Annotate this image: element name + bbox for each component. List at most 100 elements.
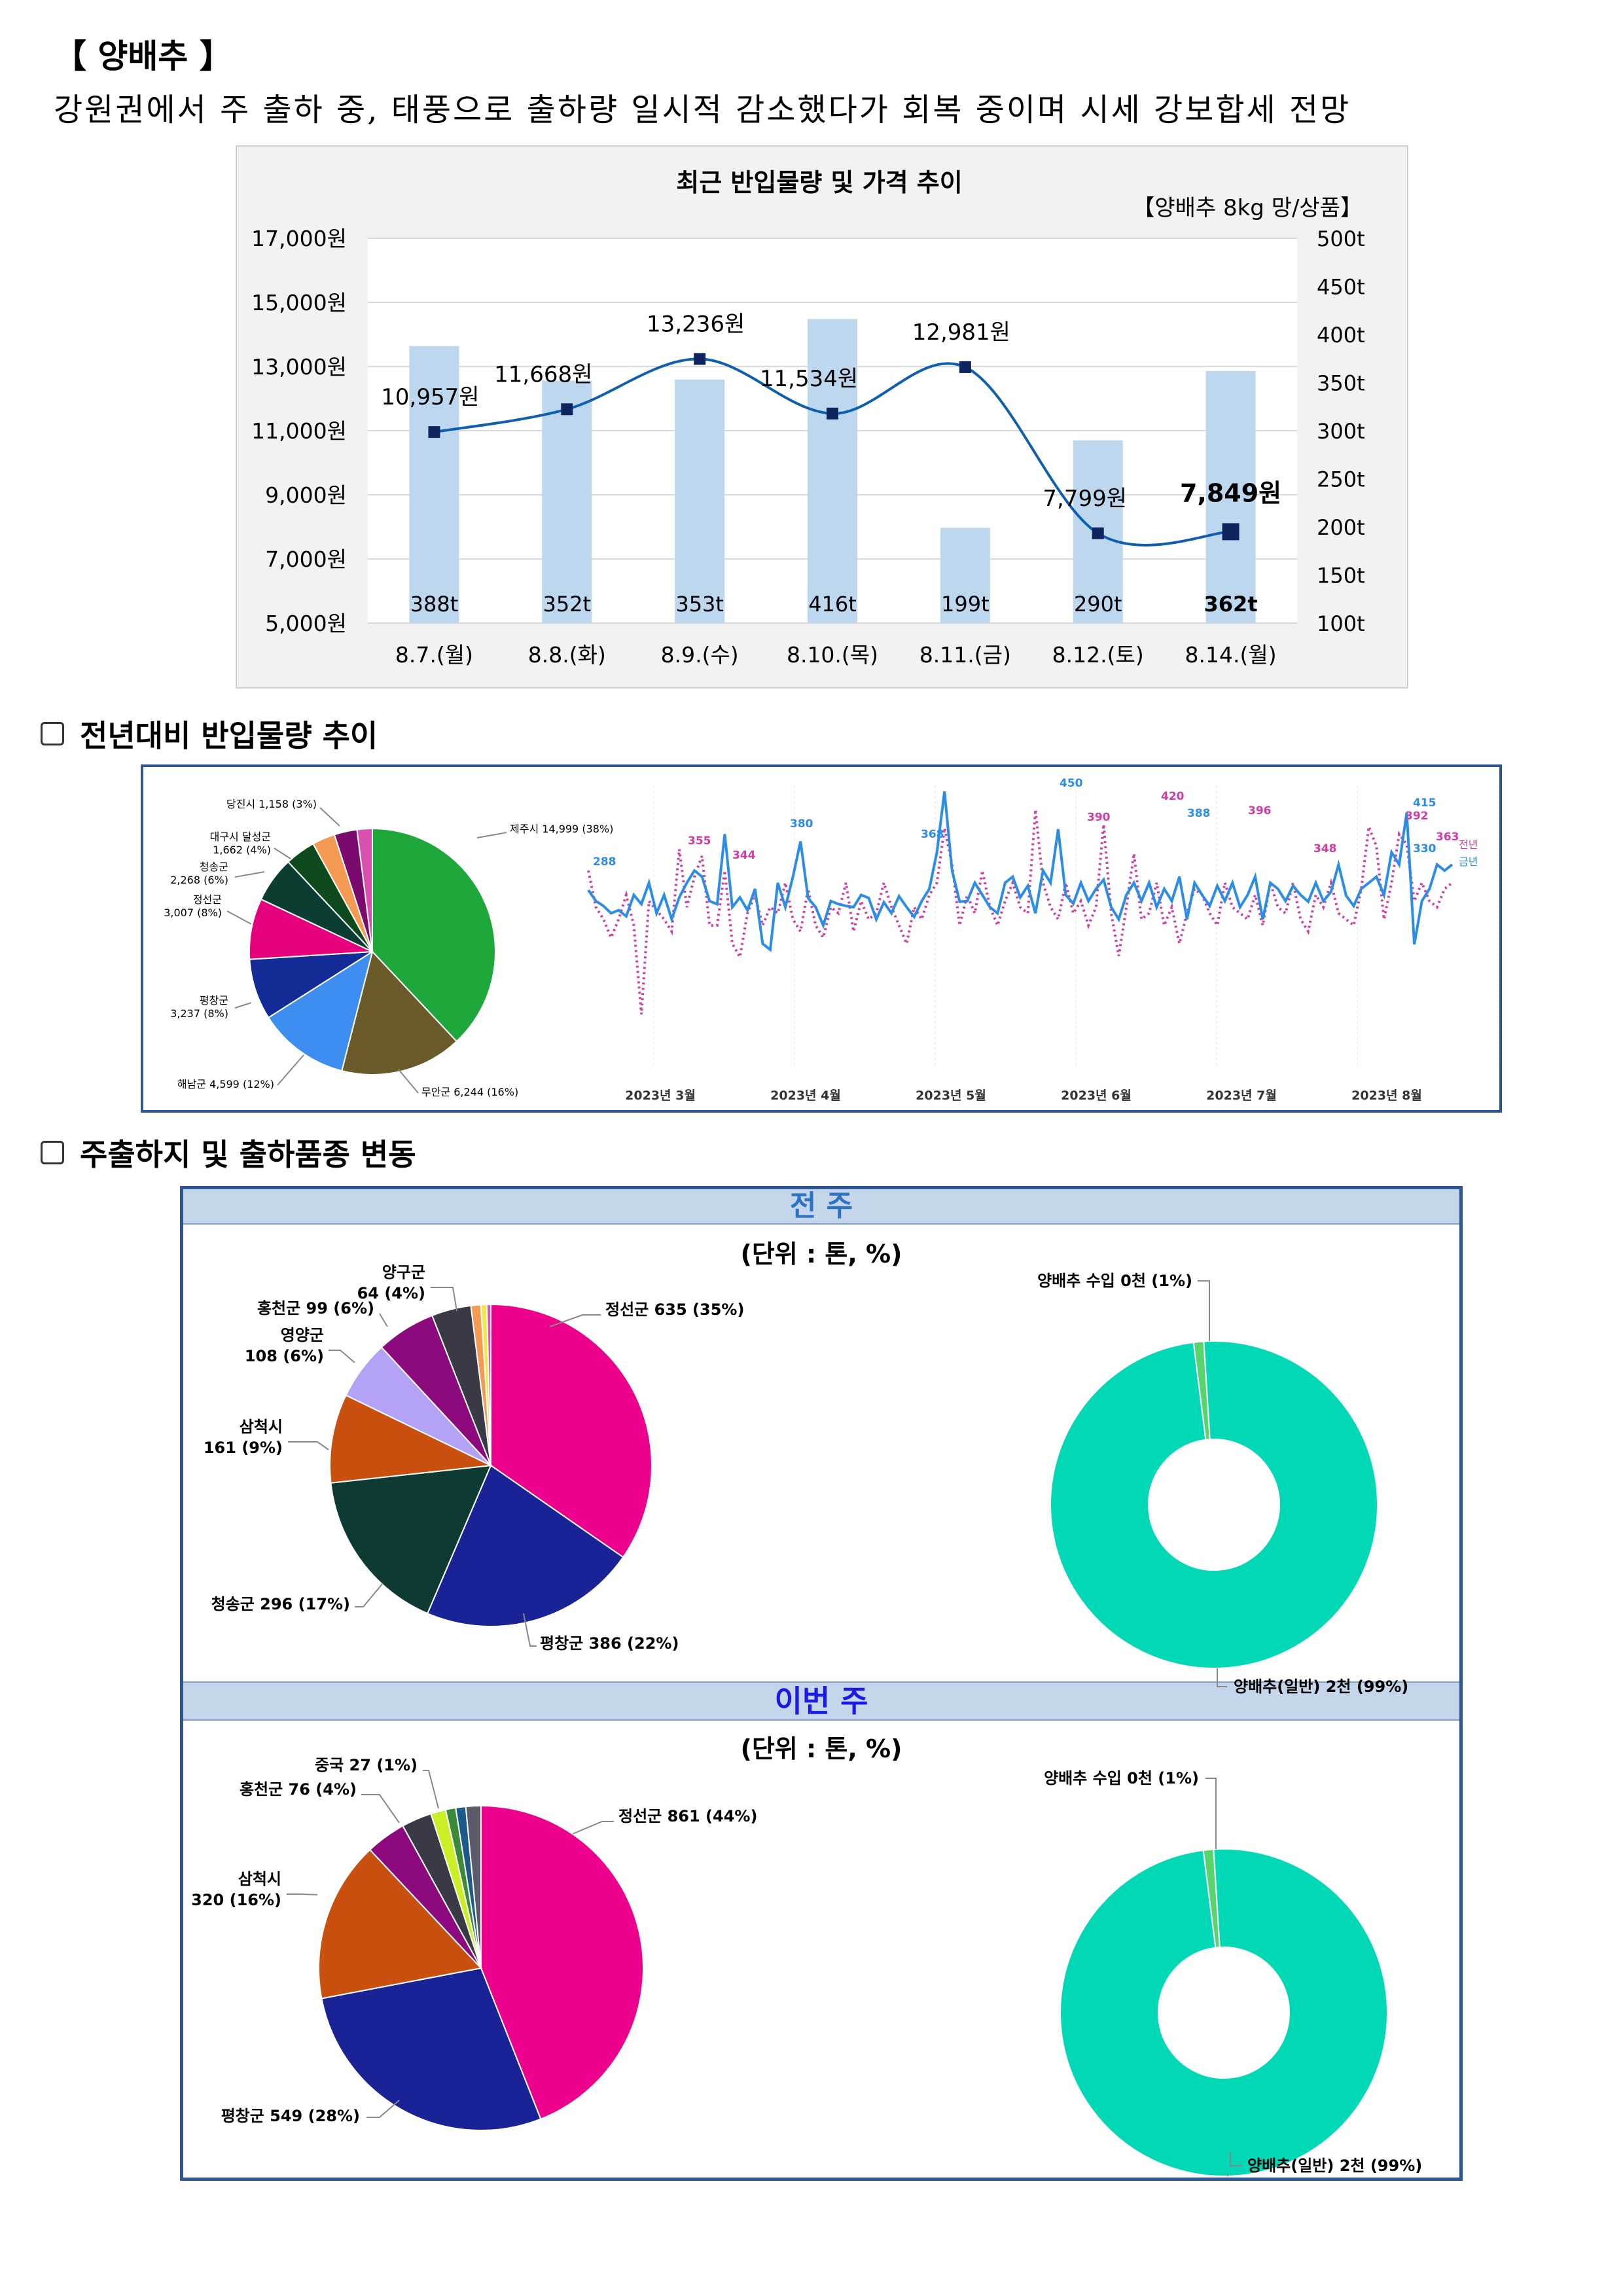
volume-bar	[409, 346, 459, 623]
pie-label: 정선군	[193, 893, 222, 906]
x-month-label: 2023년 4월	[770, 1088, 841, 1103]
line-data-label: 420	[1161, 790, 1185, 803]
this-week-pie-slice	[321, 1967, 542, 2131]
pie-label: 정선군 861 (44%)	[618, 1807, 757, 1825]
bar-label: 290t	[1074, 592, 1122, 617]
pie-leader	[234, 1002, 252, 1009]
origin-pie-slice	[267, 950, 374, 1072]
pie-leader	[549, 1314, 601, 1327]
donut-label: 양배추 수입 0천 (1%)	[1044, 1769, 1199, 1787]
prev-week-donut-slice	[1192, 1340, 1211, 1441]
pie-label: 청송군	[200, 861, 228, 873]
bar-label: 388t	[410, 592, 459, 617]
pie-leader	[234, 871, 265, 878]
pie-label: 청송군 296 (17%)	[211, 1595, 350, 1613]
pie-label: 홍천군 76 (4%)	[240, 1780, 357, 1799]
pie-leader	[226, 910, 252, 925]
origin-charts-svg: 정선군 635 (35%) 평창군 386 (22%) 청송군 296 (17%) 삼…	[191, 1263, 1422, 2177]
price-label: 7,799원	[1043, 486, 1127, 512]
x-tick-label: 8.12.(토)	[1052, 642, 1144, 668]
pie-label: 320 (16%)	[191, 1891, 281, 1909]
line-data-label: 380	[790, 817, 813, 831]
origin-chart-box: 전 주 (단위 : 톤, %) 이번 주 (단위 : 톤, %) 정선군 635…	[180, 1186, 1463, 2181]
price-marker	[428, 426, 440, 439]
y-left-tick: 9,000원	[265, 482, 347, 508]
pie-label: 해남군 4,599 (12%)	[177, 1078, 274, 1090]
line-data-label: 330	[1413, 842, 1436, 855]
line-data-label: 368	[921, 828, 944, 841]
prev-week-pie-slice	[486, 1303, 491, 1466]
line-data-label: 390	[1087, 811, 1111, 824]
line-data-label: 288	[593, 855, 616, 869]
bar-label: 362t	[1204, 592, 1258, 617]
pie-leader	[355, 1583, 383, 1607]
x-month-label: 2023년 3월	[625, 1088, 696, 1103]
donut-label: 양배추 수입 0천 (1%)	[1037, 1272, 1192, 1290]
pie-label: 정선군 635 (35%)	[605, 1300, 744, 1319]
donut-leader	[1230, 2151, 1242, 2166]
origin-pie-slice	[341, 950, 458, 1075]
this-year-line	[587, 791, 1454, 952]
x-month-label: 2023년 8월	[1351, 1088, 1422, 1103]
pie-label: 삼척시	[238, 1870, 281, 1888]
pie-leader	[398, 1069, 419, 1094]
pie-label: 3,237 (8%)	[170, 1007, 228, 1020]
line-data-label: 450	[1060, 777, 1083, 790]
price-marker	[959, 361, 971, 373]
line-data-label: 363	[1436, 831, 1459, 844]
pie-label: 108 (6%)	[245, 1347, 324, 1365]
line-data-label: 392	[1405, 810, 1429, 823]
pie-leader	[277, 1054, 304, 1086]
this-week-donut-slice	[1060, 1848, 1389, 2177]
volume-bar	[808, 319, 857, 623]
donut-label: 양배추(일반) 2천 (99%)	[1247, 2157, 1422, 2175]
line-data-label: 396	[1248, 804, 1272, 817]
prev-year-line	[587, 809, 1454, 1014]
pie-label: 제주시 14,999 (38%)	[510, 823, 613, 835]
line-data-label: 355	[688, 834, 711, 848]
legend-this-year: 금년	[1459, 855, 1478, 868]
pie-leader	[288, 1441, 329, 1450]
pie-label: 평창군 549 (28%)	[221, 2107, 360, 2125]
yoy-section-title: 전년대비 반입물량 추이	[80, 718, 378, 753]
price-marker	[561, 403, 573, 416]
price-volume-chart: 최근 반입물량 및 가격 추이 【양배추 8kg 망/상품】 17,000원 15,0…	[236, 145, 1408, 689]
pie-label: 당진시 1,158 (3%)	[226, 798, 317, 810]
line-data-label: 344	[732, 849, 756, 862]
bar-label: 199t	[941, 592, 990, 617]
pie-leader	[572, 1821, 614, 1835]
legend-prev-year: 전년	[1459, 838, 1478, 851]
origin-section-title: 주출하지 및 출하품종 변동	[80, 1137, 416, 1172]
price-label: 10,957원	[381, 384, 479, 410]
chart-title: 최근 반입물량 및 가격 추이	[676, 168, 962, 197]
x-tick-label: 8.7.(월)	[395, 642, 473, 668]
pie-leader	[287, 1893, 318, 1895]
prev-week-pie-slice	[426, 1464, 624, 1627]
x-month-label: 2023년 5월	[916, 1088, 986, 1103]
this-week-pie-slice	[465, 1804, 482, 1969]
x-tick-label: 8.10.(목)	[787, 642, 878, 668]
yoy-section-heading: 전년대비 반입물량 추이	[41, 712, 378, 755]
volume-bar	[675, 380, 725, 623]
prev-week-pie-slice	[330, 1464, 492, 1615]
y-right-tick: 450t	[1317, 275, 1365, 300]
y-left-tick: 15,000원	[251, 290, 347, 315]
x-month-label: 2023년 7월	[1206, 1088, 1277, 1103]
y-left-tick: 11,000원	[251, 418, 347, 444]
price-marker	[1222, 523, 1240, 541]
pie-label: 평창군	[200, 994, 228, 1007]
x-tick-label: 8.14.(월)	[1185, 642, 1277, 668]
y-right-tick: 500t	[1317, 226, 1365, 251]
this-week-pie-slice	[318, 1848, 482, 2000]
origin-pie-slice	[249, 898, 373, 960]
pie-label: 영양군	[281, 1326, 324, 1344]
pie-leader	[274, 848, 291, 859]
y-right-tick: 400t	[1317, 323, 1365, 348]
bar-label: 416t	[808, 592, 857, 617]
x-tick-label: 8.11.(금)	[919, 642, 1011, 668]
donut-leader	[1217, 1668, 1227, 1687]
x-tick-label: 8.9.(수)	[661, 642, 739, 668]
pie-label: 평창군 386 (22%)	[540, 1634, 679, 1653]
y-right-tick: 200t	[1317, 515, 1365, 540]
prev-week-unit: (단위 : 톤, %)	[740, 1240, 902, 1268]
